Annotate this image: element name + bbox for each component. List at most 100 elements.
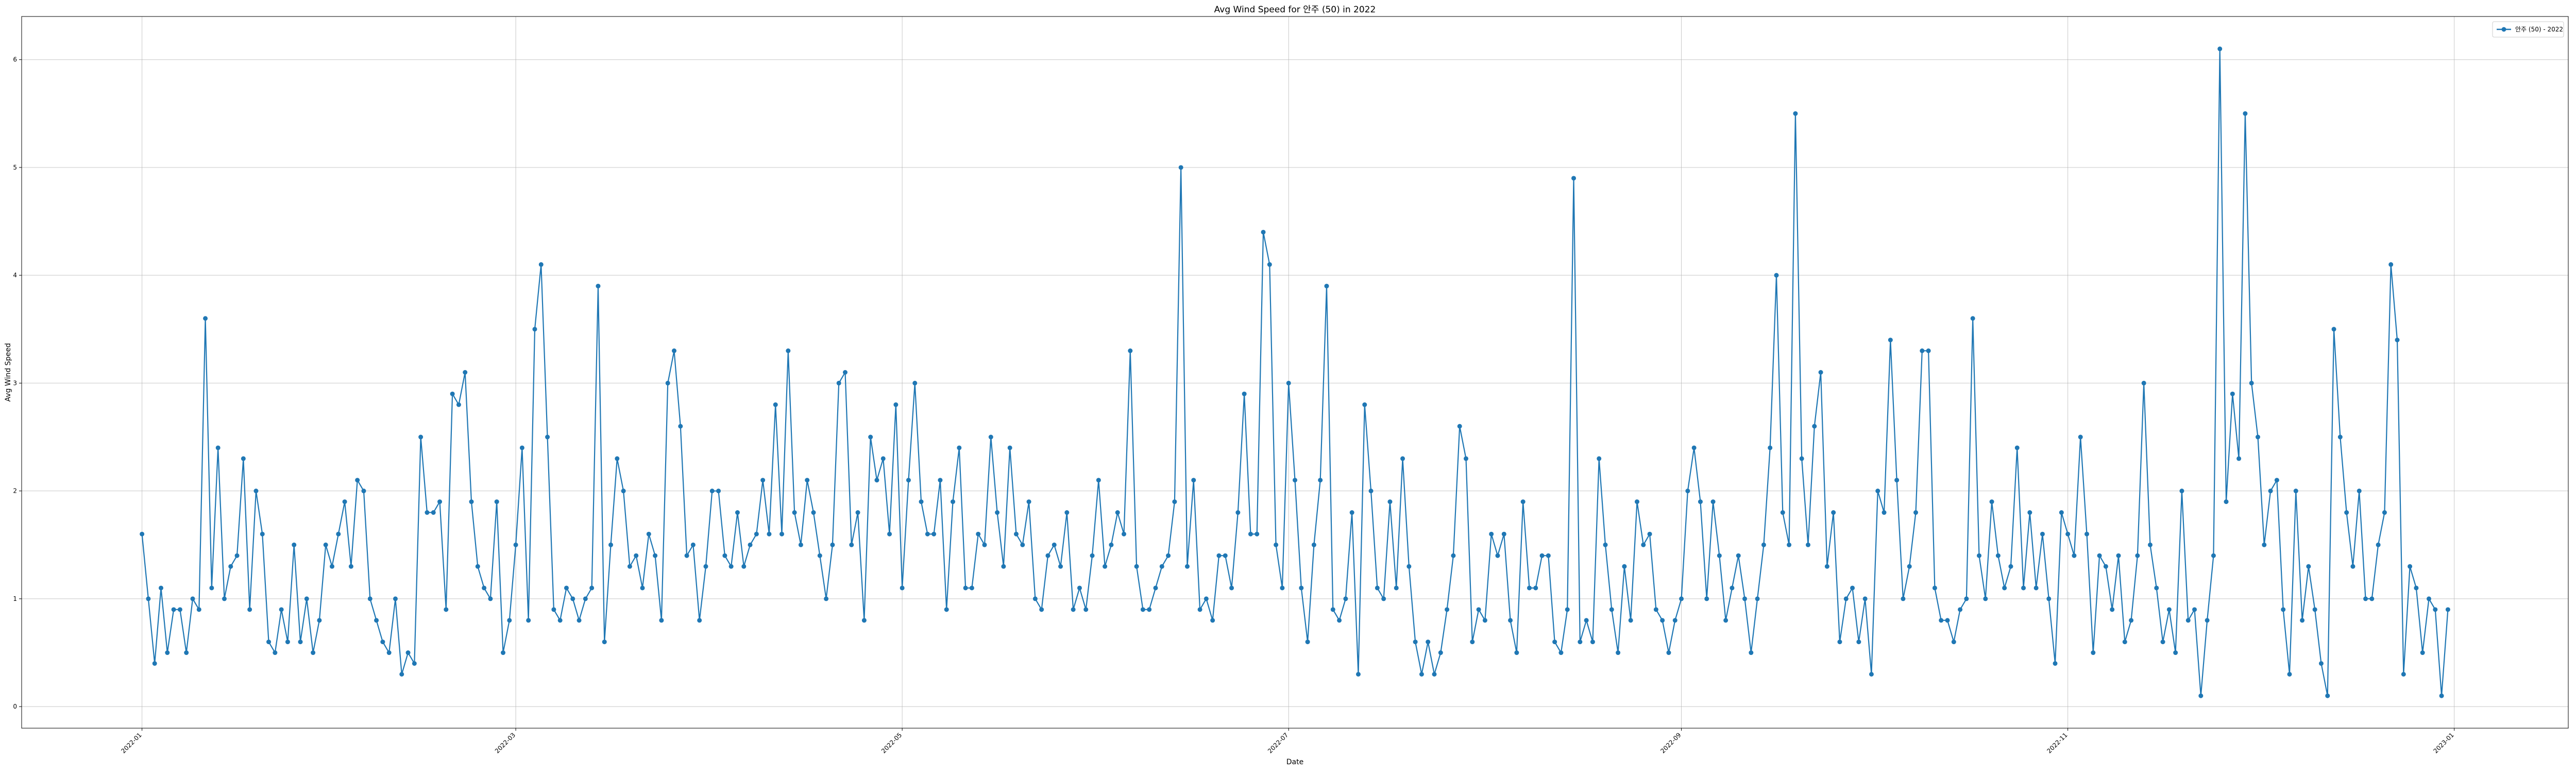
data-point [830,542,835,547]
data-point [2185,618,2191,623]
data-point [1248,531,1253,536]
data-point [184,650,189,656]
data-point [463,370,468,375]
data-point [957,445,962,450]
data-point [1115,510,1120,515]
data-point [292,542,297,547]
data-point [988,434,993,440]
data-point [2293,489,2298,494]
data-point [2192,607,2197,612]
data-point [2129,618,2134,623]
y-tick-label: 0 [13,703,17,710]
data-point [1514,650,1519,656]
data-point [1628,618,1633,623]
data-point [526,618,531,623]
y-tick-label: 2 [13,488,17,495]
data-point [1280,585,1285,591]
data-point [1616,650,1621,656]
data-point [798,542,803,547]
data-point [1223,553,1228,558]
data-point [2395,338,2400,343]
data-point [1717,553,1722,558]
data-point [456,402,461,407]
data-point [1451,553,1456,558]
y-tick-label: 6 [13,56,17,63]
data-point [1438,650,1443,656]
data-point [2040,531,2045,536]
data-point [1970,316,1975,321]
data-point [1299,585,1304,591]
data-point [1128,348,1133,354]
data-point [2306,564,2311,569]
data-point [824,596,829,601]
data-point [2122,640,2127,645]
data-point [2110,607,2115,612]
data-point [538,262,544,267]
data-point [836,380,841,385]
data-point [564,585,569,591]
data-point [1286,380,1291,385]
data-point [323,542,328,547]
data-point [2116,553,2121,558]
data-point [2433,607,2438,612]
data-point [399,671,404,677]
data-point [1501,531,1506,536]
data-point [2256,434,2260,440]
data-point [1337,618,1342,623]
data-point [279,607,284,612]
data-point [995,510,1000,515]
data-point [900,585,905,591]
data-point [1052,542,1057,547]
data-point [1932,585,1937,591]
data-point [1907,564,1912,569]
data-point [260,531,265,536]
data-point [665,380,670,385]
data-point [596,283,601,289]
data-point [386,650,392,656]
data-point [2160,640,2165,645]
data-point [253,489,259,494]
data-point [2268,489,2273,494]
data-point [640,585,645,591]
data-point [893,402,899,407]
data-point [2337,434,2343,440]
data-point [690,542,696,547]
data-point [811,510,816,515]
data-point [697,618,702,623]
data-point [1818,370,1823,375]
data-point [171,607,176,612]
data-point [1901,596,1906,601]
data-point [1824,564,1829,569]
data-point [1761,542,1766,547]
data-point [627,564,632,569]
data-point [880,456,886,461]
data-point [2426,596,2431,601]
data-point [437,499,443,505]
data-point [2287,671,2292,677]
data-point [938,478,943,483]
data-point [969,585,974,591]
data-point [1355,671,1361,677]
data-point [716,489,721,494]
data-point [1103,564,1108,569]
data-point [2103,564,2108,569]
data-point [786,348,791,354]
data-point [1533,585,1538,591]
data-point [2300,618,2305,623]
y-tick-label: 3 [13,379,17,386]
data-point [1007,445,1012,450]
data-point [1862,596,1868,601]
data-point [2401,671,2406,677]
data-point [773,402,778,407]
data-point [2008,564,2013,569]
data-point [2084,531,2089,536]
data-point [1400,456,1405,461]
data-point [1710,499,1716,505]
data-point [1875,489,1880,494]
data-point [196,607,201,612]
data-point [469,499,474,505]
data-point [684,553,689,558]
data-point [1723,618,1728,623]
data-point [817,553,822,558]
data-point [1774,273,1779,278]
